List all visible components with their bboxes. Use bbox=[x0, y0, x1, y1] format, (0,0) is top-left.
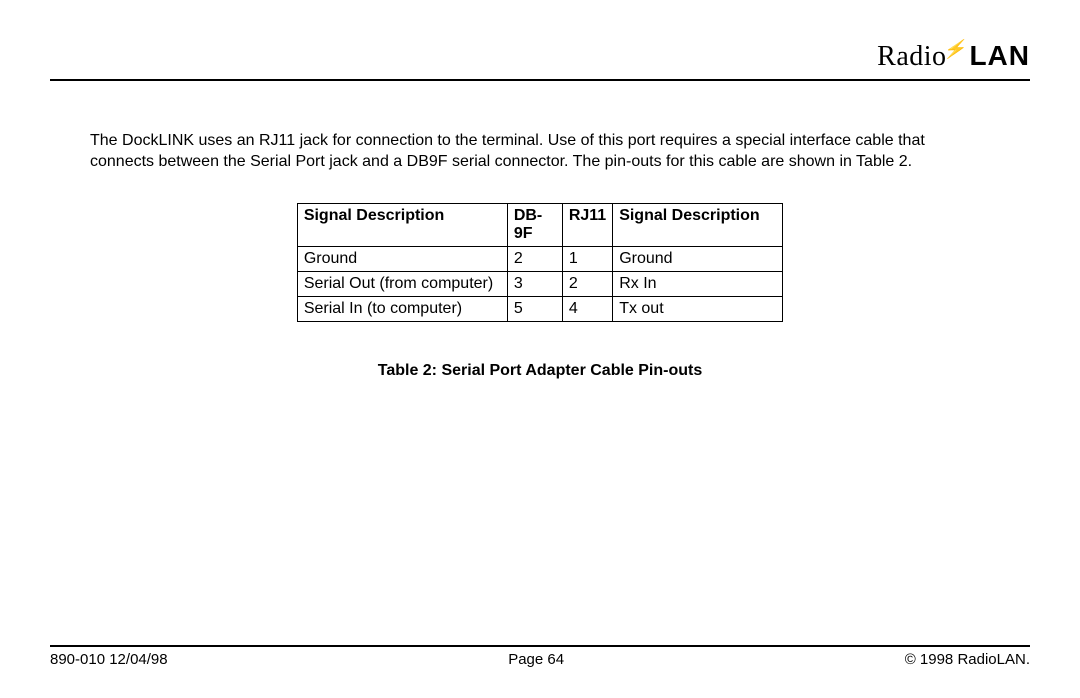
table-row: Serial In (to computer) 5 4 Tx out bbox=[297, 296, 782, 321]
page-header: Radio⚡LAN bbox=[50, 40, 1030, 81]
cell-rj11: 2 bbox=[562, 271, 612, 296]
table-caption: Table 2: Serial Port Adapter Cable Pin-o… bbox=[50, 362, 1030, 380]
cell-db9: 3 bbox=[507, 271, 562, 296]
pinout-table: Signal Description DB-9F RJ11 Signal Des… bbox=[297, 203, 783, 322]
cell-db9: 5 bbox=[507, 296, 562, 321]
cell-db9: 2 bbox=[507, 246, 562, 271]
cell-signal-left: Ground bbox=[297, 246, 507, 271]
logo-text-radio: Radio bbox=[877, 41, 946, 73]
footer-doc-id: 890-010 12/04/98 bbox=[50, 651, 168, 668]
cell-signal-left: Serial Out (from computer) bbox=[297, 271, 507, 296]
col-header-signal-desc-left: Signal Description bbox=[297, 203, 507, 246]
col-header-signal-desc-right: Signal Description bbox=[613, 203, 783, 246]
col-header-rj11: RJ11 bbox=[562, 203, 612, 246]
col-header-db9f: DB-9F bbox=[507, 203, 562, 246]
cell-signal-right: Tx out bbox=[613, 296, 783, 321]
table-header-row: Signal Description DB-9F RJ11 Signal Des… bbox=[297, 203, 782, 246]
footer-copyright: © 1998 RadioLAN. bbox=[905, 651, 1030, 668]
cell-signal-right: Rx In bbox=[613, 271, 783, 296]
table-row: Ground 2 1 Ground bbox=[297, 246, 782, 271]
cell-signal-right: Ground bbox=[613, 246, 783, 271]
brand-logo: Radio⚡LAN bbox=[877, 40, 1030, 73]
logo-text-lan: LAN bbox=[969, 40, 1030, 72]
page-footer: 890-010 12/04/98 Page 64 © 1998 RadioLAN… bbox=[50, 645, 1030, 668]
cell-rj11: 4 bbox=[562, 296, 612, 321]
cell-signal-left: Serial In (to computer) bbox=[297, 296, 507, 321]
intro-paragraph: The DockLINK uses an RJ11 jack for conne… bbox=[90, 131, 990, 173]
cell-rj11: 1 bbox=[562, 246, 612, 271]
table-row: Serial Out (from computer) 3 2 Rx In bbox=[297, 271, 782, 296]
footer-page-num: Page 64 bbox=[508, 651, 564, 668]
